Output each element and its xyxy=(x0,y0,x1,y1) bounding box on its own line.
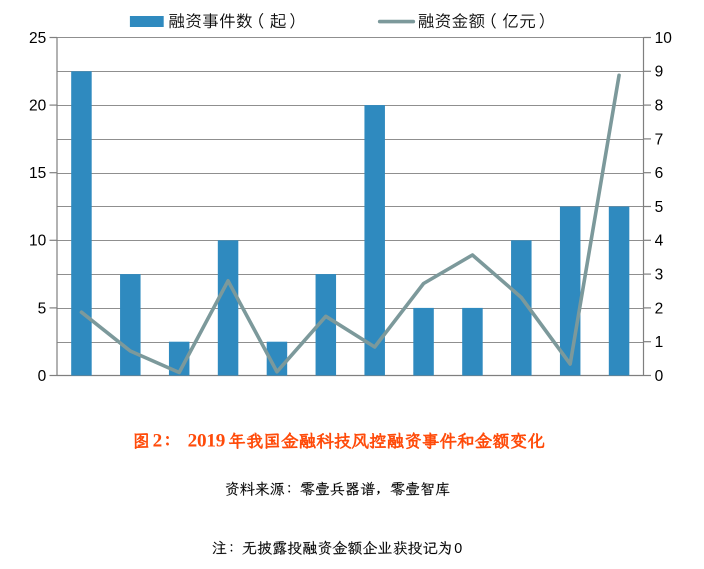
svg-text:7: 7 xyxy=(655,131,664,148)
svg-text:2: 2 xyxy=(153,431,163,452)
svg-text:20: 20 xyxy=(29,98,47,115)
svg-text:0: 0 xyxy=(655,368,664,385)
svg-text:10: 10 xyxy=(29,233,47,250)
svg-text:2: 2 xyxy=(655,300,664,317)
svg-text:2019: 2019 xyxy=(188,431,226,452)
svg-text:5: 5 xyxy=(655,199,664,216)
svg-text:0: 0 xyxy=(38,368,47,385)
svg-text:1: 1 xyxy=(655,334,664,351)
svg-text:10: 10 xyxy=(655,30,673,47)
svg-text:3: 3 xyxy=(655,267,664,284)
svg-text:4: 4 xyxy=(655,233,664,250)
svg-text:6: 6 xyxy=(655,165,664,182)
svg-text:25: 25 xyxy=(29,30,46,47)
svg-text:0: 0 xyxy=(454,541,462,557)
svg-text:9: 9 xyxy=(655,64,664,81)
svg-text:8: 8 xyxy=(655,98,664,115)
svg-text:15: 15 xyxy=(29,165,46,182)
svg-text:5: 5 xyxy=(38,300,47,317)
